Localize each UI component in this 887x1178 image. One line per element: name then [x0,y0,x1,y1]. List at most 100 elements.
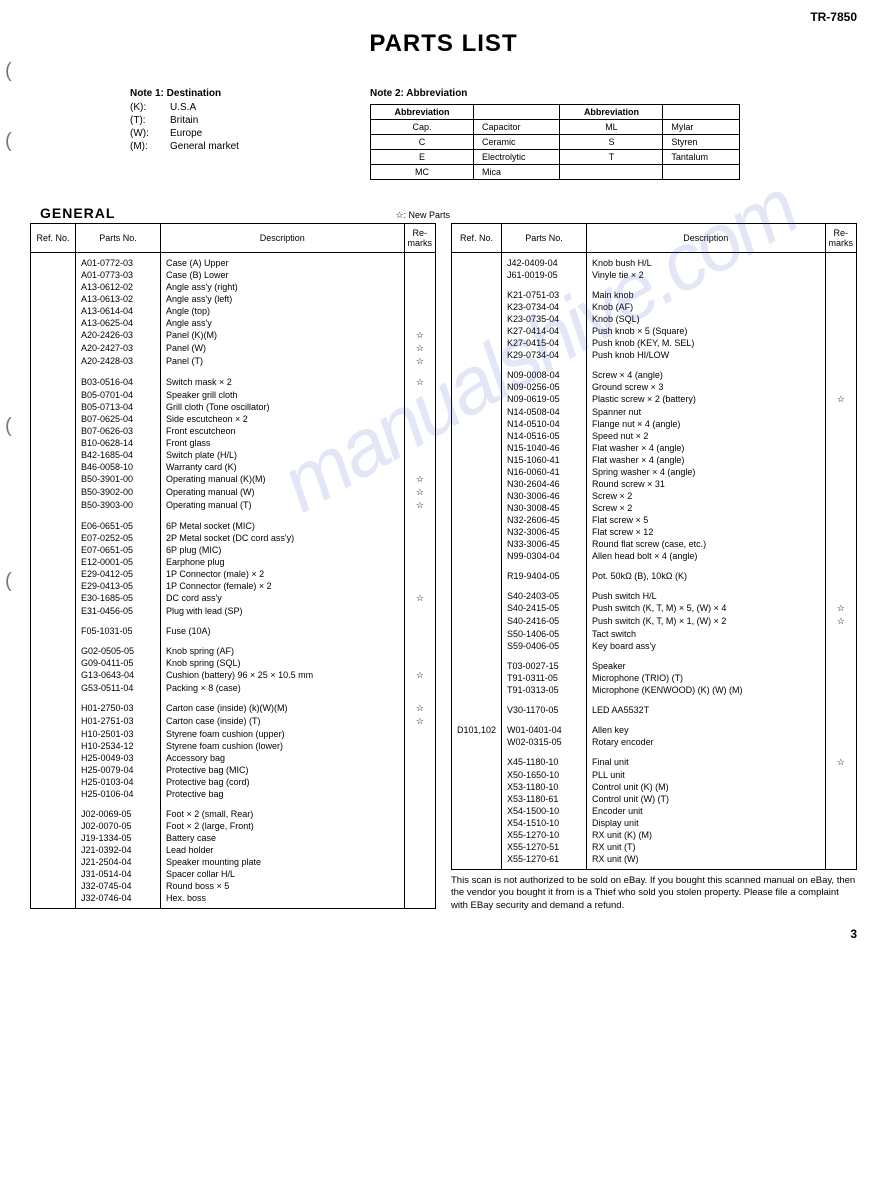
cell-pn: N32-3006-45 [502,526,587,538]
cell-rem: ☆ [404,702,436,715]
cell-ref [31,808,76,820]
cell-pn: N09-0008-04 [502,369,587,381]
cell-rem [404,820,436,832]
cell-ref [31,728,76,740]
cell-ref [31,645,76,657]
cell-ref [452,466,502,478]
cell-desc: Vinyle tie × 2 [587,269,825,281]
abbreviation-table: AbbreviationAbbreviation Cap.CapacitorML… [370,104,740,180]
cell-pn: K23-0735-04 [502,313,587,325]
cell-pn: J42-0409-04 [502,253,587,270]
table-row: X55-1270-51RX unit (T) [452,841,857,853]
dest-label: Britain [170,115,198,126]
cell-pn: E07-0252-05 [76,532,161,544]
cell-desc: Push switch (K, T, M) × 1, (W) × 2 [587,615,825,628]
cell-desc: Round boss × 5 [161,880,405,892]
cell-desc: Operating manual (T) [161,499,405,512]
cell-desc: Front glass [161,437,405,449]
cell-ref [31,376,76,389]
cell-ref [31,413,76,425]
cell-desc: Cushion (battery) 96 × 25 × 10.5 mm [161,669,405,682]
cell-ref [31,520,76,532]
cell-ref [31,317,76,329]
cell-ref [452,490,502,502]
cell-desc: Carton case (inside) (k)(W)(M) [161,702,405,715]
cell-rem: ☆ [404,669,436,682]
table-row: N14-0510-04Flange nut × 4 (angle) [452,418,857,430]
cell-pn: A13-0614-04 [76,305,161,317]
cell-desc: Styrene foam cushion (upper) [161,728,405,740]
cell-pn: N14-0516-05 [502,430,587,442]
cell-pn: A01-0772-03 [76,253,161,270]
cell-desc: Ground screw × 3 [587,381,825,393]
cell-desc: Push knob (KEY, M. SEL) [587,337,825,349]
cell-pn: S40-2416-05 [502,615,587,628]
table-row: A13-0625-04Angle ass'y [31,317,436,329]
cell-desc: Display unit [587,817,825,829]
cell-pn: X55-1270-51 [502,841,587,853]
th-pn: Parts No. [76,224,161,253]
cell-ref [452,805,502,817]
cell-ref [452,406,502,418]
cell-rem [825,805,857,817]
cell-ref [31,820,76,832]
cell-pn: T91-0311-05 [502,672,587,684]
cell-rem [825,640,857,652]
table-row: B07-0626-03Front escutcheon [31,425,436,437]
cell-rem [825,736,857,748]
table-row: N99-0304-04Allen head bolt × 4 (angle) [452,550,857,562]
cell-ref [452,853,502,870]
cell-desc: Accessory bag [161,752,405,764]
cell-desc: Screw × 4 (angle) [587,369,825,381]
cell-ref [31,625,76,637]
cell-pn: T03-0027-15 [502,660,587,672]
cell-ref [452,781,502,793]
cell-rem: ☆ [825,602,857,615]
cell-ref: D101,102 [452,724,502,736]
table-row: W02-0315-05Rotary encoder [452,736,857,748]
cell-ref [452,325,502,337]
cell-rem: ☆ [404,355,436,368]
cell-pn: J21-2504-04 [76,856,161,868]
cell-ref [31,605,76,617]
cell-pn: K21-0751-03 [502,289,587,301]
cell-rem: ☆ [404,499,436,512]
cell-desc: Microphone (KENWOOD) (K) (W) (M) [587,684,825,696]
table-row: K29-0734-04Push knob HI/LOW [452,349,857,361]
cell-rem [404,401,436,413]
cell-rem: ☆ [404,486,436,499]
table-row: A01-0772-03Case (A) Upper [31,253,436,270]
cell-pn: B03-0516-04 [76,376,161,389]
cell-pn: A20-2427-03 [76,342,161,355]
table-row: G53-0511-04Packing × 8 (case) [31,682,436,694]
cell-rem [404,281,436,293]
cell-ref [31,892,76,909]
table-row: B07-0625-04Side escutcheon × 2 [31,413,436,425]
cell-pn: N14-0510-04 [502,418,587,430]
parts-table-left: Ref. No. Parts No. Description Re-marks … [30,223,436,909]
cell-rem: ☆ [404,592,436,605]
table-row: S40-2403-05Push switch H/L [452,590,857,602]
cell-rem: ☆ [404,329,436,342]
cell-desc: Knob bush H/L [587,253,825,270]
cell-pn: B10-0628-14 [76,437,161,449]
table-row: X45-1180-10Final unit☆ [452,756,857,769]
cell-pn: K23-0734-04 [502,301,587,313]
table-row: G13-0643-04Cushion (battery) 96 × 25 × 1… [31,669,436,682]
th-rem: Re-marks [825,224,857,253]
cell-rem [825,514,857,526]
cell-pn: X55-1270-10 [502,829,587,841]
cell-pn: K27-0414-04 [502,325,587,337]
table-row: G02-0505-05Knob spring (AF) [31,645,436,657]
cell-rem [404,728,436,740]
cell-desc: Flange nut × 4 (angle) [587,418,825,430]
cell-rem [825,313,857,325]
cell-rem [404,305,436,317]
cell-pn: B46-0058-10 [76,461,161,473]
cell-ref [31,764,76,776]
cell-rem [404,625,436,637]
cell-pn: A13-0613-02 [76,293,161,305]
cell-desc: Foot × 2 (large, Front) [161,820,405,832]
cell-ref [452,684,502,696]
cell-ref [452,829,502,841]
